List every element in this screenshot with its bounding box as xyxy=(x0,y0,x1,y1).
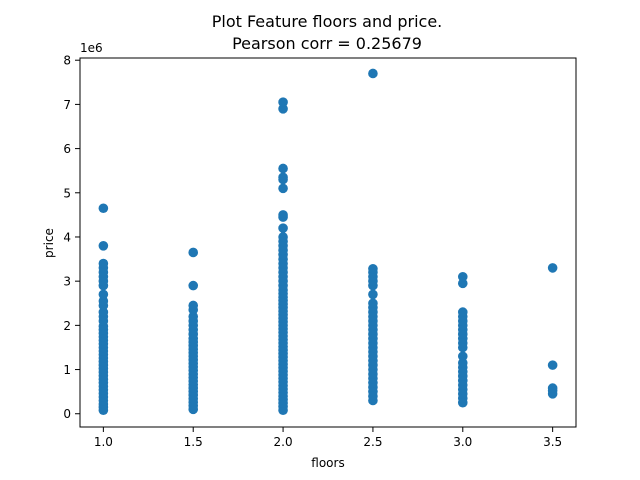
data-point xyxy=(457,358,468,368)
y-tick-label: 5 xyxy=(63,186,71,200)
x-tick-label: 2.5 xyxy=(363,435,382,449)
data-point xyxy=(547,360,558,370)
data-point xyxy=(457,351,468,362)
data-point xyxy=(98,203,109,214)
data-point xyxy=(457,271,468,282)
y-tick-label: 3 xyxy=(63,275,71,289)
data-point xyxy=(278,183,288,194)
scatter-points xyxy=(98,68,558,416)
y-axis-label: price xyxy=(42,228,56,258)
y-tick-label: 8 xyxy=(63,54,71,68)
data-point xyxy=(188,280,199,291)
data-point xyxy=(368,68,378,79)
x-tick-label: 2.0 xyxy=(274,435,293,449)
y-tick-label: 0 xyxy=(63,407,71,421)
data-point xyxy=(278,97,288,107)
y-tick-label: 1 xyxy=(63,363,71,377)
data-point xyxy=(188,247,199,258)
data-point xyxy=(457,307,468,317)
x-tick-label: 3.0 xyxy=(453,435,472,449)
data-point xyxy=(188,311,199,322)
data-point xyxy=(278,163,288,174)
x-axis-ticks: 1.0 1.5 2.0 2.5 3.0 3.5 xyxy=(94,427,562,449)
x-tick-label: 1.0 xyxy=(94,435,113,449)
y-tick-label: 4 xyxy=(63,230,71,244)
data-point xyxy=(98,307,109,317)
data-point xyxy=(98,296,109,306)
data-point xyxy=(98,241,109,251)
y-axis-ticks: 0 1 2 3 4 5 6 7 8 xyxy=(63,54,80,421)
y-axis-offset-label: 1e6 xyxy=(80,41,103,55)
y-tick-label: 6 xyxy=(63,142,71,156)
x-tick-label: 1.5 xyxy=(184,435,203,449)
y-tick-label: 7 xyxy=(63,98,71,112)
data-point xyxy=(98,258,109,269)
data-point xyxy=(547,263,558,273)
chart-title-line-2: Pearson corr = 0.25679 xyxy=(232,34,422,53)
data-point xyxy=(368,298,378,309)
chart-title-line-1: Plot Feature floors and price. xyxy=(212,12,443,31)
data-point xyxy=(368,263,378,274)
x-axis-label: floors xyxy=(311,456,344,470)
data-point xyxy=(278,172,288,183)
data-point xyxy=(278,232,288,242)
data-point xyxy=(457,278,468,289)
data-point xyxy=(278,104,288,114)
plot-area-frame xyxy=(79,57,577,428)
data-point xyxy=(278,210,288,220)
data-point xyxy=(278,223,288,233)
data-point xyxy=(368,289,378,300)
x-tick-label: 3.5 xyxy=(543,435,562,449)
data-point xyxy=(188,300,199,311)
data-point xyxy=(547,383,558,393)
y-tick-label: 2 xyxy=(63,319,71,333)
data-point xyxy=(98,289,109,300)
